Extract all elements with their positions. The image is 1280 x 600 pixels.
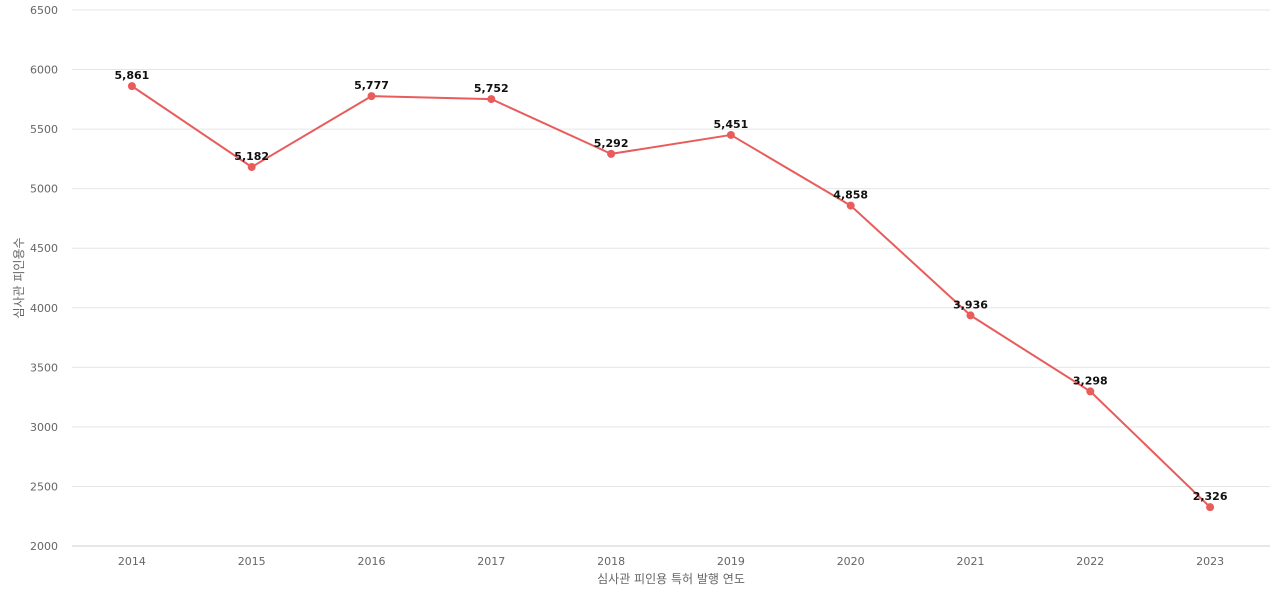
data-label-2015: 5,182 [234, 150, 269, 163]
data-point-2018 [607, 149, 616, 158]
data-point-2015 [247, 162, 256, 171]
data-point-2017 [487, 95, 496, 104]
data-label-2020: 4,858 [833, 189, 868, 202]
data-label-2016: 5,777 [354, 79, 389, 92]
x-tick-label-2014: 2014 [118, 555, 146, 568]
x-tick-label-2020: 2020 [837, 555, 865, 568]
y-tick-label-4000: 4000 [30, 302, 58, 315]
x-tick-label-2018: 2018 [597, 555, 625, 568]
series-line-0 [130, 85, 1212, 509]
y-tick-label-4500: 4500 [30, 242, 58, 255]
data-point-2019 [726, 130, 735, 139]
y-tick-label-2500: 2500 [30, 480, 58, 493]
x-axis-title: 심사관 피인용 특허 발행 연도 [597, 571, 745, 586]
x-axis-ticks: 2014 2015 2016 2017 2018 2019 2020 2021 2022 2023 [118, 555, 1224, 568]
data-label-2017: 5,752 [474, 82, 509, 95]
series-layer [130, 85, 1212, 509]
data-point-2022 [1086, 387, 1095, 396]
data-point-2021 [966, 311, 975, 320]
x-tick-label-2022: 2022 [1076, 555, 1104, 568]
x-tick-label-2017: 2017 [477, 555, 505, 568]
y-axis-ticks: 2000 2500 3000 3500 4000 4500 5000 5500 6000 6500 [30, 4, 58, 553]
y-tick-label-5500: 5500 [30, 123, 58, 136]
x-tick-label-2015: 2015 [238, 555, 266, 568]
x-tick-label-2021: 2021 [957, 555, 985, 568]
x-tick-label-2019: 2019 [717, 555, 745, 568]
point-layer [127, 82, 1215, 512]
data-label-layer: 5,861 5,182 5,777 5,752 5,292 5,451 4,858 3,936… [115, 69, 1228, 503]
y-tick-label-2000: 2000 [30, 540, 58, 553]
grid-lines [72, 9, 1270, 487]
x-tick-label-2023: 2023 [1196, 555, 1224, 568]
y-tick-label-5000: 5000 [30, 183, 58, 196]
data-point-2020 [846, 201, 855, 210]
y-axis-title: 심사관 피인용수 [12, 237, 26, 318]
data-label-2021: 3,936 [953, 298, 988, 311]
data-label-2022: 3,298 [1073, 374, 1108, 387]
x-tick-label-2016: 2016 [358, 555, 386, 568]
y-tick-label-3500: 3500 [30, 361, 58, 374]
data-label-2014: 5,861 [115, 69, 150, 82]
y-tick-label-6500: 6500 [30, 4, 58, 17]
data-label-2019: 5,451 [714, 118, 749, 131]
data-label-2018: 5,292 [594, 137, 629, 150]
data-point-2016 [367, 92, 376, 101]
y-tick-label-6000: 6000 [30, 64, 58, 77]
data-label-2023: 2,326 [1193, 490, 1228, 503]
data-point-2014 [127, 82, 136, 91]
y-tick-label-3000: 3000 [30, 421, 58, 434]
data-point-2023 [1206, 503, 1215, 512]
